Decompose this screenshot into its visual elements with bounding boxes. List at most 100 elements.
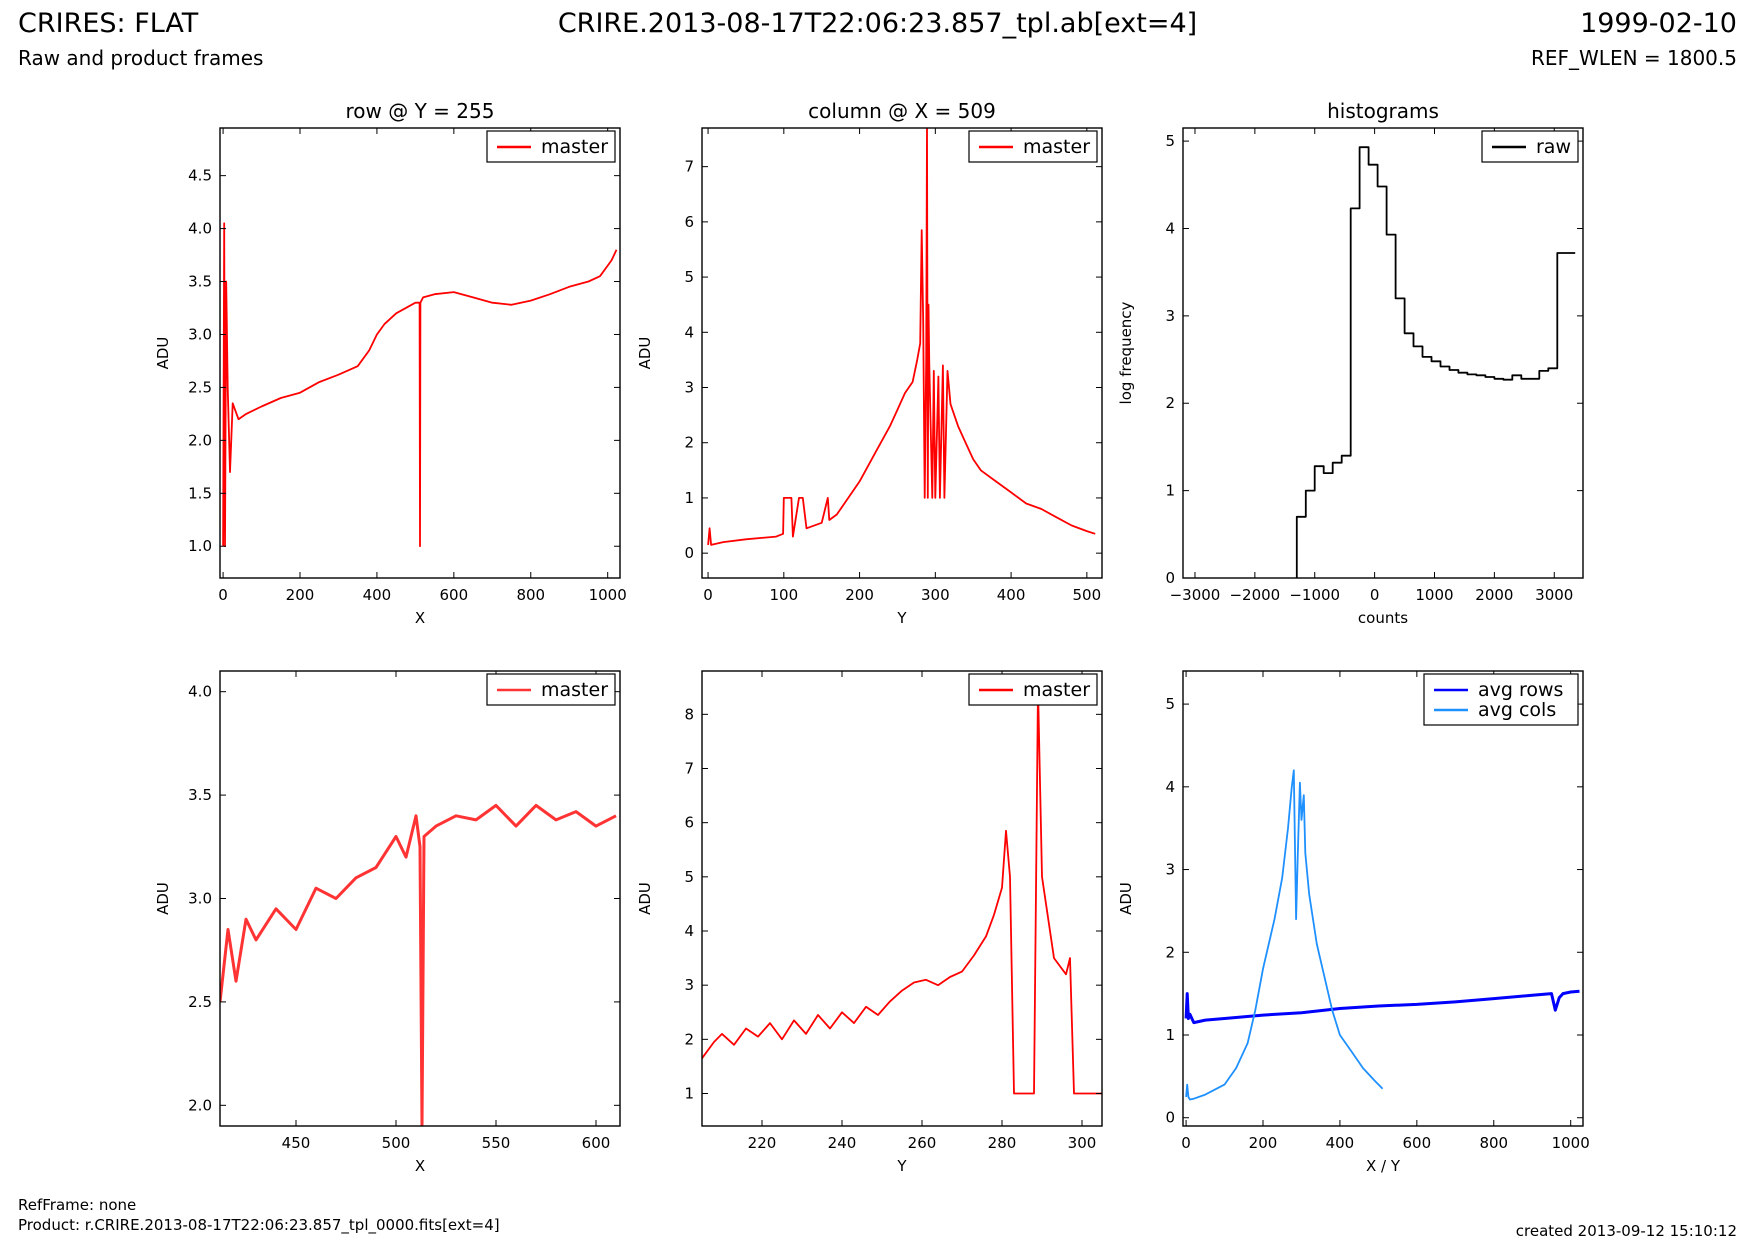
y-axis-label: ADU: [636, 337, 654, 370]
x-axis-label: Y: [896, 1157, 907, 1175]
x-tick-label: 400: [1326, 1134, 1355, 1152]
product-label: Product: r.CRIRE.2013-08-17T22:06:23.857…: [18, 1216, 500, 1234]
y-tick-label: 3: [684, 379, 694, 397]
y-tick-label: 2.5: [188, 993, 212, 1011]
x-axis-label: X: [415, 609, 425, 627]
chart-panel: 0 200 400 600 800 1000 1.0 1.5 2.0 2.5 3.0 3.5 4.0 4.…: [154, 99, 627, 627]
series-group: [702, 686, 1102, 1095]
y-tick-label: 0: [684, 544, 694, 562]
x-tick-label: 0: [703, 586, 713, 604]
x-axis-label: counts: [1358, 609, 1408, 627]
legend-label: avg cols: [1478, 699, 1556, 721]
y-tick-label: 2: [1165, 943, 1175, 961]
y-tick-label: 0: [1165, 1109, 1175, 1127]
y-tick-label: 4: [684, 323, 694, 341]
y-tick-label: 5: [684, 868, 694, 886]
plot-frame: [1182, 127, 1584, 579]
plot-frame: [701, 670, 1103, 1127]
series-group: [707, 128, 1096, 546]
x-tick-label: 260: [908, 1134, 937, 1152]
report-subtitle: Raw and product frames: [18, 46, 264, 70]
chart-title: row @ Y = 255: [346, 99, 495, 123]
chart-legend: master: [968, 130, 1098, 163]
x-tick-label: 400: [997, 586, 1026, 604]
plot-frame: [701, 127, 1103, 579]
x-tick-label: 100: [769, 586, 798, 604]
y-tick-label: 1: [684, 1085, 694, 1103]
series-line: [1184, 989, 1580, 1025]
y-tick-label: 1.5: [188, 484, 212, 502]
y-tick-label: 6: [684, 814, 694, 832]
y-tick-label: 3.0: [188, 890, 212, 908]
x-tick-label: −2000: [1229, 586, 1280, 604]
x-axis-label: X: [415, 1157, 425, 1175]
y-tick-label: 4: [1165, 778, 1175, 796]
y-tick-label: 4.0: [188, 683, 212, 701]
y-tick-label: 2.0: [188, 1096, 212, 1114]
x-tick-label: 200: [286, 586, 315, 604]
chart-panel: 450 500 550 600 2.0 2.5 3.0 3.5 4.0 X ADU master: [154, 670, 621, 1175]
report-title: CRIRES: FLAT: [18, 8, 199, 39]
x-tick-label: 3000: [1535, 586, 1573, 604]
y-tick-label: 0: [1165, 569, 1175, 587]
ref-wlen-label: REF_WLEN = 1800.5: [1530, 46, 1737, 70]
x-tick-label: 0: [1370, 586, 1380, 604]
y-tick-label: 3: [684, 976, 694, 994]
legend-label: raw: [1536, 136, 1571, 158]
y-tick-label: 2: [1165, 394, 1175, 412]
legend-label: avg rows: [1478, 679, 1563, 701]
created-timestamp: created 2013-09-12 15:10:12: [1515, 1222, 1737, 1240]
series-line: [222, 222, 618, 548]
series-group: [1184, 769, 1580, 1101]
y-tick-label: 3.5: [188, 273, 212, 291]
frame-filename: CRIRE.2013-08-17T22:06:23.857_tpl.ab[ext…: [557, 8, 1198, 39]
y-tick-label: 1: [1165, 1026, 1175, 1044]
y-tick-label: 3: [1165, 307, 1175, 325]
x-tick-label: 2000: [1475, 586, 1513, 604]
x-tick-label: 0: [1181, 1134, 1191, 1152]
series-line: [1295, 146, 1576, 578]
x-tick-label: 450: [282, 1134, 311, 1152]
chart-title: histograms: [1327, 99, 1439, 123]
y-tick-label: 3: [1165, 861, 1175, 879]
chart-legend: master: [968, 673, 1098, 706]
series-group: [1295, 146, 1576, 578]
observation-date: 1999-02-10: [1580, 8, 1737, 39]
x-tick-label: 1000: [1552, 1134, 1590, 1152]
y-tick-label: 1: [1165, 482, 1175, 500]
chart-panel: 220 240 260 280 300 1 2 3 4 5 6 7 8 Y ADU master: [636, 670, 1103, 1175]
x-tick-label: 300: [1068, 1134, 1097, 1152]
x-axis-label: X / Y: [1366, 1157, 1401, 1175]
y-tick-label: 1.0: [188, 537, 212, 555]
y-tick-label: 5: [684, 268, 694, 286]
y-tick-label: 5: [1165, 132, 1175, 150]
chart-panel: −3000 −2000 −1000 0 1000 2000 3000 0 1 2 3 4 5 counts…: [1117, 99, 1584, 627]
y-tick-label: 4: [684, 922, 694, 940]
y-axis-label: ADU: [154, 337, 172, 370]
y-axis-label: ADU: [636, 882, 654, 915]
series-line: [220, 803, 617, 1126]
y-tick-label: 6: [684, 213, 694, 231]
y-axis-label: ADU: [154, 882, 172, 915]
legend-label: master: [541, 136, 608, 158]
x-tick-label: 800: [1479, 1134, 1508, 1152]
y-tick-label: 3.0: [188, 325, 212, 343]
y-axis-label: ADU: [1117, 882, 1135, 915]
x-tick-label: 500: [382, 1134, 411, 1152]
series-line: [707, 128, 1096, 546]
legend-frame: [1423, 673, 1579, 726]
legend-label: master: [541, 679, 608, 701]
y-tick-label: 7: [684, 760, 694, 778]
y-tick-label: 4.0: [188, 220, 212, 238]
x-tick-label: −1000: [1289, 586, 1340, 604]
x-tick-label: 240: [828, 1134, 857, 1152]
x-tick-label: 600: [440, 586, 469, 604]
x-tick-label: 400: [363, 586, 392, 604]
x-tick-label: 550: [482, 1134, 511, 1152]
x-tick-label: 1000: [589, 586, 627, 604]
x-tick-label: 220: [748, 1134, 777, 1152]
y-tick-label: 2: [684, 434, 694, 452]
x-tick-label: 300: [921, 586, 950, 604]
y-axis-label: log frequency: [1117, 301, 1135, 404]
